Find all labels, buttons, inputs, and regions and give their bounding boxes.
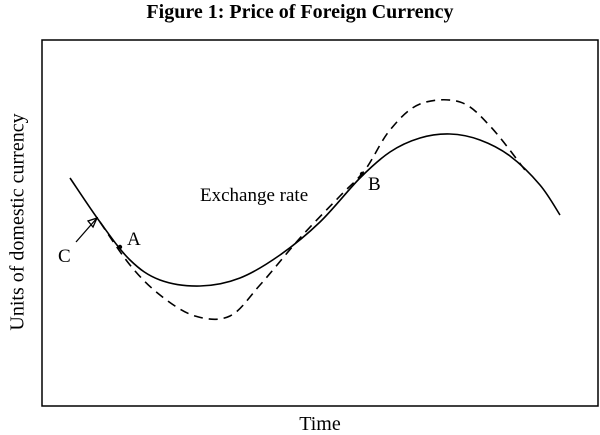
plot-frame xyxy=(41,39,599,407)
series-line-dashed xyxy=(99,98,526,321)
point-a-marker xyxy=(117,244,123,250)
series-line-exchange-rate xyxy=(69,133,561,287)
pointer-c-arrow-head xyxy=(86,216,99,229)
series-label-exchange-rate: Exchange rate xyxy=(200,185,308,206)
point-b-marker xyxy=(359,171,365,177)
point-a-label: A xyxy=(127,229,141,250)
point-b-label: B xyxy=(368,174,381,195)
y-axis-label: Units of domestic currency xyxy=(6,113,29,331)
chart-title: Figure 1: Price of Foreign Currency xyxy=(146,1,454,23)
point-c-label: C xyxy=(58,246,71,267)
pointer-c-arrow-line xyxy=(75,217,98,243)
x-axis-label: Time xyxy=(299,413,341,435)
